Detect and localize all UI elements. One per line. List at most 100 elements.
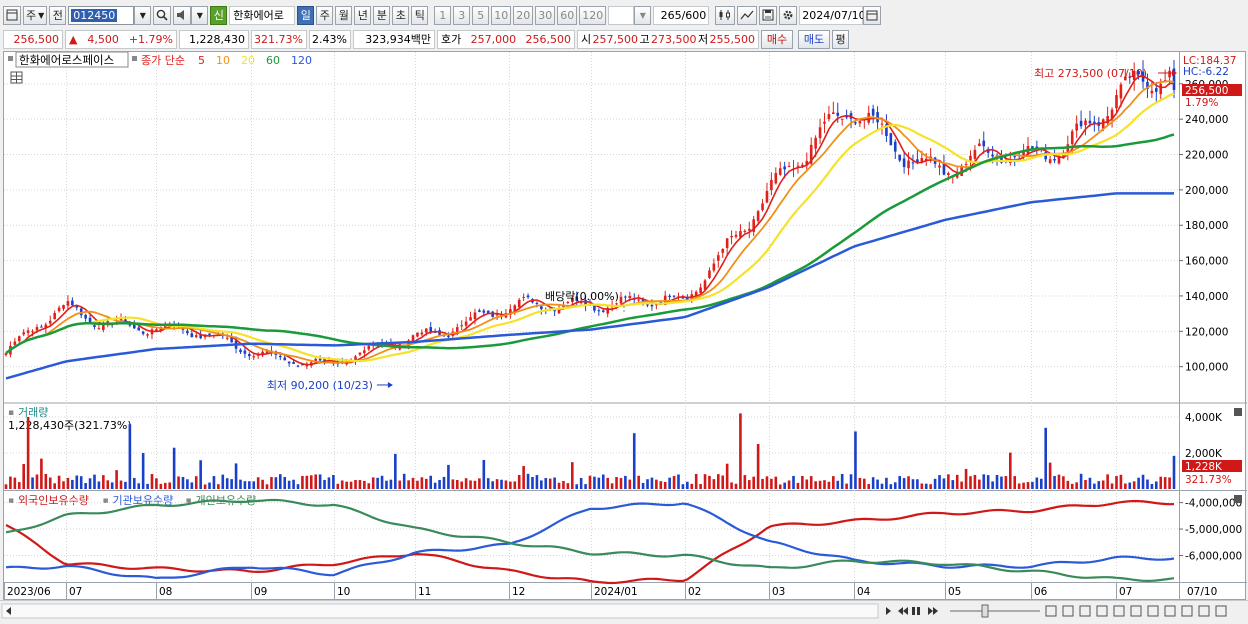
candle-body — [743, 230, 747, 232]
candle-body — [606, 307, 609, 314]
candle-body — [225, 337, 229, 339]
candle-body — [1132, 70, 1136, 81]
price-tick-label: 100,000 — [1185, 362, 1228, 374]
interval-dropdown-button[interactable]: ▼ — [634, 5, 652, 25]
scroll-bar — [0, 600, 1248, 621]
plus-icon[interactable] — [1198, 605, 1210, 617]
link-icon-2[interactable] — [1147, 605, 1159, 617]
font-icon[interactable] — [1215, 605, 1227, 617]
zoom-in-icon[interactable] — [1045, 605, 1057, 617]
holding-close-icon[interactable] — [1234, 495, 1242, 503]
candle-body — [478, 310, 481, 312]
count-input[interactable]: 265/600 — [653, 5, 710, 25]
tab-month[interactable]: 월 — [335, 5, 353, 25]
candle-body — [367, 345, 371, 350]
save-button[interactable] — [759, 5, 778, 25]
save-icon — [762, 9, 774, 21]
interval-20[interactable]: 20 — [513, 5, 534, 25]
volume-bar — [163, 482, 167, 489]
sell-button[interactable]: 매도 — [798, 29, 830, 49]
link-icon[interactable] — [1113, 605, 1125, 617]
volume-bar — [473, 480, 477, 489]
minus-icon[interactable] — [1181, 605, 1193, 617]
volume-bar — [522, 466, 525, 489]
interval-60[interactable]: 60 — [557, 5, 578, 25]
interval-120[interactable]: 120 — [579, 5, 607, 25]
volume-close-icon[interactable] — [1234, 408, 1242, 416]
interval-custom-input[interactable] — [608, 5, 635, 25]
prev-button[interactable]: 전 — [49, 5, 67, 25]
zoom-slider-handle[interactable] — [981, 604, 989, 618]
sound-button[interactable] — [173, 5, 192, 25]
candle-body — [53, 312, 56, 320]
interval-3[interactable]: 3 — [453, 5, 471, 25]
interval-10[interactable]: 10 — [491, 5, 512, 25]
eval-button[interactable]: 평 — [832, 29, 849, 49]
interval-5[interactable]: 5 — [472, 5, 490, 25]
indicator-button[interactable] — [737, 5, 758, 25]
interval-30[interactable]: 30 — [535, 5, 556, 25]
nav-first-icon[interactable] — [898, 607, 908, 615]
stock-code-input[interactable]: 012450 — [68, 5, 135, 25]
copy-icon[interactable] — [1130, 605, 1142, 617]
search-button[interactable] — [153, 5, 172, 25]
zoom-in-icon-shape — [1045, 605, 1057, 617]
nav-pause-icon[interactable] — [912, 607, 915, 615]
candle-body — [619, 296, 623, 304]
date-input[interactable]: 2024/07/10 — [799, 5, 866, 25]
volume-bar — [535, 475, 539, 489]
holding-legend-bullet-icon: ▪ — [186, 496, 192, 506]
candle-body — [93, 325, 96, 327]
tab-year[interactable]: 년 — [354, 5, 372, 25]
interval-1[interactable]: 1 — [434, 5, 452, 25]
tab-day[interactable]: 일 — [297, 5, 315, 25]
volume-bar — [402, 473, 406, 489]
volume-bar — [460, 481, 463, 489]
settings-icon[interactable] — [1164, 605, 1176, 617]
volume-bar — [367, 483, 371, 489]
volume-bar — [1079, 473, 1083, 489]
tab-tick[interactable]: 틱 — [411, 5, 429, 25]
chart-area[interactable]: 100,000 120,000 140,000 160,000 180,000 200,0… — [3, 51, 1247, 601]
price-tag: 256,500 — [1185, 85, 1228, 97]
volume-bar — [575, 484, 579, 489]
volume-bar — [818, 480, 822, 489]
candle-body — [358, 352, 362, 355]
volume-bar — [916, 479, 919, 489]
settings-button[interactable] — [779, 5, 798, 25]
candle-body — [31, 331, 34, 333]
tab-minute[interactable]: 분 — [373, 5, 391, 25]
buy-button[interactable]: 매수 — [761, 29, 793, 49]
chart-window-icon[interactable] — [3, 5, 21, 25]
candle-body — [708, 270, 711, 278]
volume-bar — [1035, 477, 1039, 489]
price-tick-label: 220,000 — [1185, 150, 1228, 162]
chart-svg[interactable]: 100,000 120,000 140,000 160,000 180,000 200,0… — [4, 51, 1247, 601]
crosshair-icon[interactable] — [1096, 605, 1108, 617]
tab-week[interactable]: 주 — [316, 5, 334, 25]
price-legend: 한화에어로스페이스 종가 단순 5 10 20 60 120 — [8, 51, 312, 84]
table-icon[interactable] — [10, 71, 23, 84]
calendar-button[interactable] — [863, 5, 882, 25]
candle-body — [898, 154, 901, 161]
period-select[interactable]: 주 ▼ — [23, 5, 48, 25]
x-tick-label: 12 — [512, 586, 525, 598]
code-dropdown-button[interactable]: ▼ — [134, 5, 152, 25]
sound-dropdown-button[interactable]: ▼ — [191, 5, 209, 25]
candle-body — [287, 361, 291, 364]
candle-body — [509, 309, 512, 315]
candle-body — [778, 168, 782, 175]
volume-bar — [155, 478, 158, 489]
nav-last-icon[interactable] — [928, 607, 938, 615]
chart-type-button[interactable] — [715, 5, 736, 25]
volume-bar — [1053, 476, 1056, 489]
scroll-right-icon[interactable] — [886, 607, 891, 615]
tab-second[interactable]: 초 — [392, 5, 410, 25]
period-label: 주 — [26, 9, 37, 22]
candle-body — [880, 123, 884, 125]
pan-icon[interactable] — [1079, 605, 1091, 617]
candle-body — [964, 163, 968, 165]
scroll-track[interactable] — [1, 603, 879, 619]
zoom-out-icon[interactable] — [1062, 605, 1074, 617]
scroll-left-icon[interactable] — [6, 607, 11, 615]
